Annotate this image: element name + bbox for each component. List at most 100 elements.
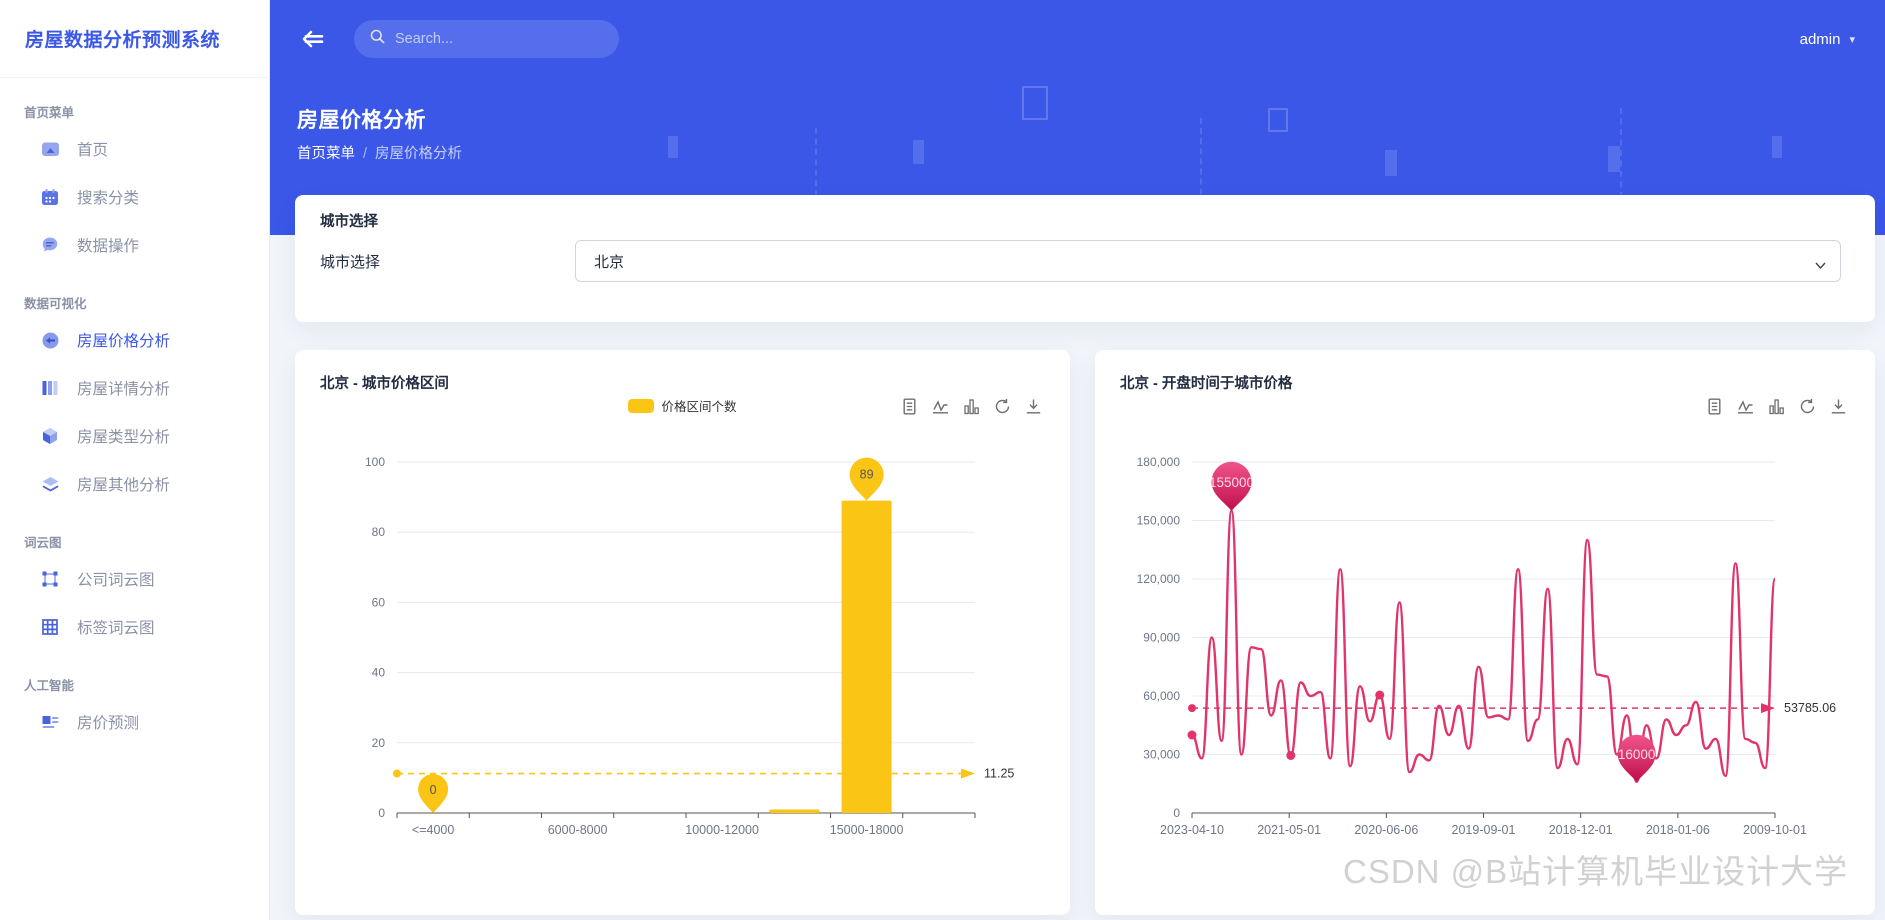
username: admin [1799, 30, 1841, 48]
sidebar-section-label: 数据可视化 [24, 297, 87, 311]
bar [841, 500, 892, 813]
x-tick-label: 2018-12-01 [1549, 823, 1613, 837]
banner-decor [1620, 108, 1622, 198]
sidebar-item-home[interactable]: 首页 [0, 125, 269, 173]
x-tick-label: 2019-09-01 [1452, 823, 1516, 837]
sidebar-item-price-prediction[interactable]: 房价预测 [0, 698, 269, 746]
transform-icon [40, 569, 60, 589]
x-tick-label: 6000-8000 [548, 823, 608, 837]
min-marker-label: 0 [430, 783, 437, 797]
save-as-image-icon[interactable] [1830, 398, 1847, 415]
banner-decor [1608, 146, 1620, 172]
top-navbar: admin ▾ [270, 0, 1885, 78]
switch-to-line-icon[interactable] [1737, 398, 1754, 415]
y-tick-label: 80 [372, 525, 386, 539]
sidebar-item-company-wordcloud[interactable]: 公司词云图 [0, 555, 269, 603]
banner-decor [1772, 136, 1782, 158]
x-tick-label: 2023-04-10 [1160, 823, 1224, 837]
breadcrumb: 首页菜单 / 房屋价格分析 [297, 142, 462, 163]
search-box[interactable] [354, 20, 619, 58]
bar-chart-canvas[interactable]: 0 20 40 60 80 100 <=4000 6000-8000 10000-12000 15… [295, 350, 1070, 915]
y-tick-label: 40 [372, 666, 386, 680]
chevron-down-icon [1815, 256, 1826, 273]
min-marker-pin [418, 774, 449, 813]
bar [769, 809, 820, 813]
chart-legend[interactable]: 价格区间个数 [295, 396, 1070, 415]
x-tick-label: 2018-01-06 [1646, 823, 1710, 837]
min-marker-label: 16000 [1618, 747, 1656, 762]
breadcrumb-root[interactable]: 首页菜单 [297, 146, 355, 162]
list-icon [40, 712, 60, 732]
bars-icon [40, 378, 60, 398]
legend-swatch [628, 398, 655, 413]
sidebar-item-tag-wordcloud[interactable]: 标签词云图 [0, 603, 269, 651]
banner-decor [913, 140, 924, 164]
banner-decor [668, 136, 678, 158]
max-marker-label: 89 [860, 468, 874, 482]
calendar-icon [40, 187, 60, 207]
sidebar-item-search-category[interactable]: 搜索分类 [0, 173, 269, 221]
search-input[interactable] [395, 31, 585, 47]
data-view-icon[interactable] [1706, 398, 1723, 415]
page-title: 房屋价格分析 [297, 109, 426, 132]
sidebar-item-label: 房价预测 [77, 715, 140, 732]
city-select[interactable]: 北京 [575, 240, 1841, 282]
sidebar-item-type-analysis[interactable]: 房屋类型分析 [0, 412, 269, 460]
sidebar-item-label: 搜索分类 [77, 190, 140, 207]
switch-to-line-icon[interactable] [932, 398, 949, 415]
max-marker-label: 155000 [1209, 475, 1254, 490]
y-tick-label: 60 [372, 595, 386, 609]
x-tick-label: <=4000 [412, 823, 454, 837]
avg-line-arrow [961, 768, 975, 779]
x-tick-label: 2021-05-01 [1257, 823, 1321, 837]
sidebar-item-label: 房屋其他分析 [77, 477, 171, 494]
sidebar-item-label: 首页 [77, 142, 109, 159]
x-tick-label: 2009-10-01 [1743, 823, 1807, 837]
csdn-watermark: CSDN @B站计算机毕业设计大学 [1343, 853, 1849, 890]
search-icon [370, 29, 385, 49]
user-menu[interactable]: admin ▾ [1800, 31, 1855, 48]
x-tick-label: 2020-06-06 [1354, 823, 1418, 837]
y-tick-label: 100 [365, 455, 385, 469]
banner-decor [815, 128, 817, 228]
data-point-dot [1187, 730, 1197, 740]
chat-icon [40, 235, 60, 255]
sidebar-item-detail-analysis[interactable]: 房屋详情分析 [0, 364, 269, 412]
y-tick-label: 20 [372, 736, 386, 750]
chart-toolbox [901, 398, 1042, 415]
sidebar-item-other-analysis[interactable]: 房屋其他分析 [0, 460, 269, 508]
data-view-icon[interactable] [901, 398, 918, 415]
sidebar-item-price-analysis[interactable]: 房屋价格分析 [0, 316, 269, 364]
x-tick-label: 15000-18000 [830, 823, 904, 837]
line-chart-canvas[interactable]: 0 30,000 60,000 90,000 120,000 150,000 180,000… [1095, 350, 1875, 915]
banner-decor [1200, 118, 1202, 235]
pie-icon [40, 330, 60, 350]
sidebar-collapse-icon[interactable] [300, 26, 326, 52]
y-tick-label: 120,000 [1137, 572, 1181, 586]
chevron-down-icon: ▾ [1849, 33, 1855, 46]
y-tick-label: 150,000 [1137, 514, 1181, 528]
sidebar-section-label: 首页菜单 [24, 106, 75, 120]
restore-icon[interactable] [1799, 398, 1816, 415]
y-tick-label: 0 [378, 806, 385, 820]
breadcrumb-current: 房屋价格分析 [375, 146, 463, 162]
banner-decor [1268, 108, 1288, 132]
x-tick-label: 10000-12000 [685, 823, 759, 837]
restore-icon[interactable] [994, 398, 1011, 415]
open-time-price-chart-card: 北京 - 开盘时间于城市价格 0 30,000 60,000 90,000 120,00… [1095, 350, 1875, 915]
price-line-series [1191, 509, 1777, 784]
sidebar-item-data-ops[interactable]: 数据操作 [0, 221, 269, 269]
y-tick-label: 0 [1173, 806, 1180, 820]
y-tick-label: 60,000 [1143, 689, 1180, 703]
save-as-image-icon[interactable] [1025, 398, 1042, 415]
switch-to-bar-icon[interactable] [1768, 398, 1785, 415]
chart-toolbox [1706, 398, 1847, 415]
sidebar-item-label: 公司词云图 [77, 572, 155, 589]
data-point-dot [1375, 690, 1385, 700]
switch-to-bar-icon[interactable] [963, 398, 980, 415]
legend-label: 价格区间个数 [661, 400, 737, 414]
chart-title: 北京 - 城市价格区间 [320, 376, 449, 392]
sidebar-item-label: 房屋详情分析 [77, 381, 171, 398]
grid-icon [40, 617, 60, 637]
